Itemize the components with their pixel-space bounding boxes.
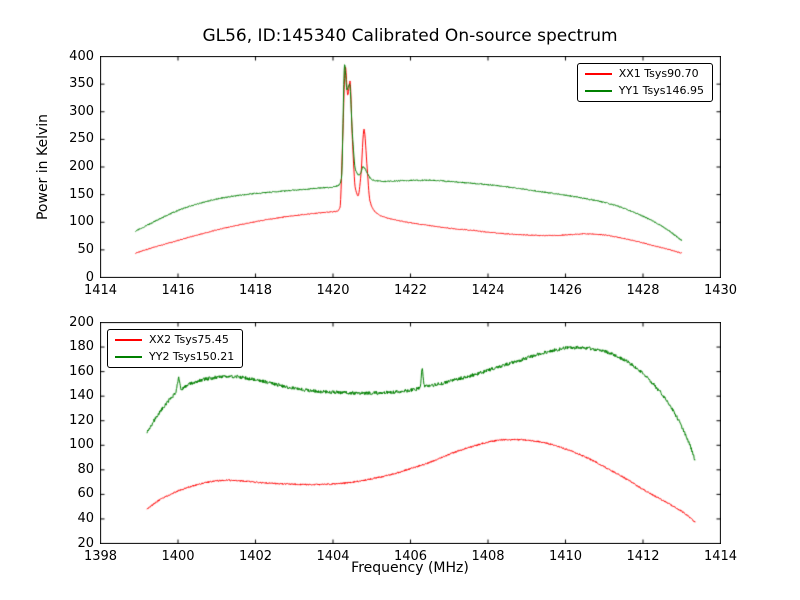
x-axis-label: Frequency (MHz) [351, 560, 469, 576]
legend-line-yy2 [115, 356, 142, 358]
legend-top-subplot: XX1 Tsys90.70 YY1 Tsys146.95 [576, 63, 713, 102]
x-tick-label: 1414 [703, 549, 738, 564]
x-tick-label: 1426 [548, 283, 583, 298]
y-tick-label: 120 [69, 412, 94, 428]
legend-bottom-subplot: XX2 Tsys75.45 YY2 Tsys150.21 [107, 329, 244, 368]
y-tick-label: 200 [69, 314, 94, 330]
x-tick-label: 1430 [703, 283, 738, 298]
y-tick-label: 100 [69, 437, 94, 453]
legend-entry: YY2 Tsys150.21 [115, 350, 234, 364]
x-tick-label: 1416 [161, 283, 195, 298]
x-tick-label: 1398 [83, 549, 118, 564]
y-tick-label: 50 [77, 241, 94, 257]
y-tick-label: 350 [69, 76, 94, 92]
y-tick-label: 140 [69, 388, 94, 404]
x-tick-label: 1412 [626, 549, 660, 564]
y-tick-label: 400 [69, 48, 94, 64]
y-tick-label: 200 [69, 159, 94, 174]
x-tick-label: 1414 [83, 283, 118, 298]
x-tick-label: 1418 [238, 283, 273, 298]
x-tick-label: 1424 [471, 283, 505, 298]
legend-label-yy1: YY1 Tsys146.95 [618, 84, 704, 97]
y-tick-label: 20 [77, 535, 94, 551]
y-tick-label: 60 [77, 486, 94, 502]
x-tick-label: 1422 [393, 283, 428, 298]
x-tick-label: 1404 [316, 549, 350, 564]
legend-entry: YY1 Tsys146.95 [584, 84, 704, 98]
legend-entry: XX1 Tsys90.70 [584, 67, 704, 81]
x-tick-label: 1410 [548, 549, 583, 564]
y-tick-label: 40 [77, 510, 94, 526]
x-tick-label: 1402 [238, 549, 273, 564]
legend-line-xx2 [115, 339, 142, 341]
x-tick-label: 1408 [471, 549, 505, 564]
y-tick-label: 180 [69, 339, 94, 355]
x-tick-label: 1406 [393, 549, 428, 564]
y-tick-label: 80 [77, 461, 94, 477]
y-tick-label: 100 [69, 214, 94, 230]
y-tick-label: 150 [69, 186, 94, 202]
y-tick-label: 160 [69, 363, 94, 379]
legend-label-yy2: YY2 Tsys150.21 [149, 350, 235, 363]
x-tick-label: 1420 [316, 283, 350, 298]
legend-entry: XX2 Tsys75.45 [115, 333, 234, 347]
y-tick-label: 0 [85, 269, 94, 285]
x-tick-label: 1400 [161, 549, 195, 564]
legend-label-xx2: XX2 Tsys75.45 [149, 333, 229, 346]
y-tick-label: 250 [69, 131, 94, 147]
x-tick-label: 1428 [626, 283, 660, 298]
y-tick-label: 300 [69, 103, 94, 119]
legend-line-yy1 [584, 90, 612, 92]
chart-title: GL56, ID:145340 Calibrated On-source spe… [202, 26, 618, 46]
legend-label-xx1: XX1 Tsys90.70 [618, 67, 699, 80]
legend-line-xx1 [584, 73, 612, 75]
